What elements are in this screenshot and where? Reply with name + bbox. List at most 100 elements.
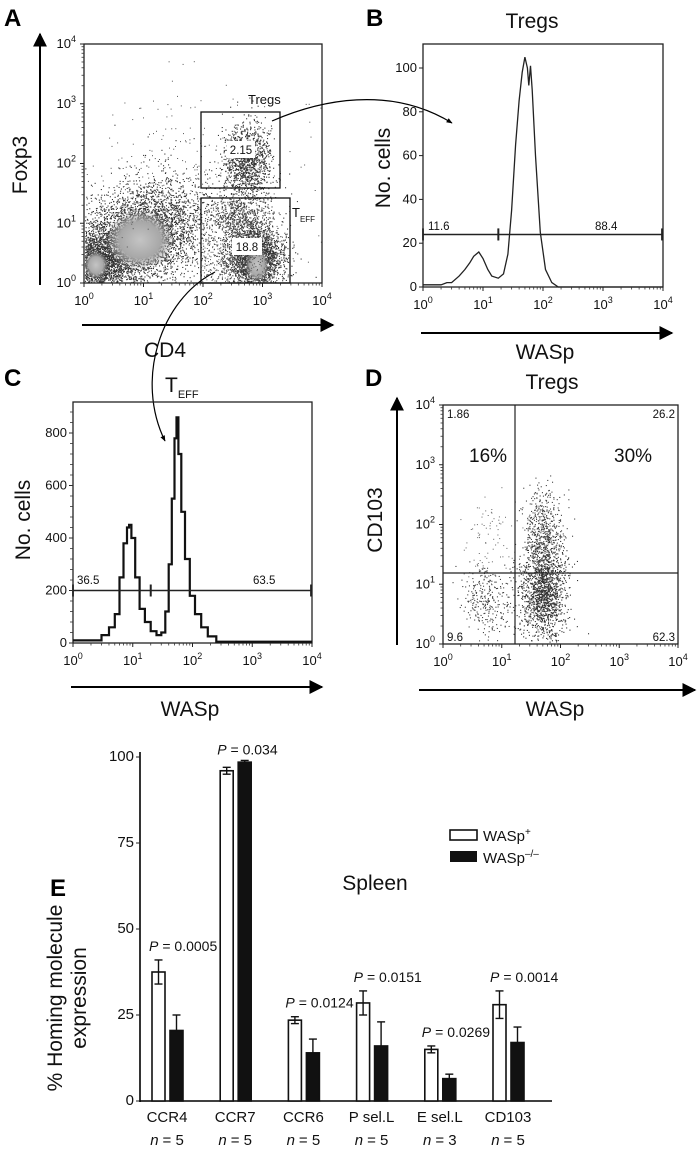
scatter-point <box>104 224 106 226</box>
scatter-point <box>181 256 183 258</box>
scatter-point <box>173 233 175 235</box>
scatter-point <box>180 262 182 264</box>
scatter-point <box>170 206 172 208</box>
scatter-point <box>168 164 170 166</box>
scatter-point <box>91 212 93 214</box>
scatter-point <box>203 194 205 196</box>
scatter-point <box>160 202 162 204</box>
scatter-point <box>168 202 170 204</box>
scatter-point <box>118 167 120 169</box>
scatter-point <box>193 224 195 226</box>
scatter-point <box>167 196 169 198</box>
scatter-point <box>122 274 124 276</box>
scatter-point <box>97 230 99 232</box>
scatter-point <box>192 218 194 220</box>
scatter-point <box>169 187 171 189</box>
scatter-point <box>109 212 111 214</box>
scatter-point <box>194 251 196 253</box>
scatter-point <box>178 199 180 201</box>
scatter-point <box>88 242 90 244</box>
scatter-point <box>166 220 168 222</box>
scatter-point <box>191 190 193 192</box>
scatter-point <box>115 215 117 217</box>
scatter-point <box>126 161 128 163</box>
scatter-point <box>184 200 186 202</box>
scatter-point <box>116 203 118 205</box>
scatter-point <box>211 192 213 194</box>
scatter-point <box>218 180 220 182</box>
scatter-point <box>90 236 92 238</box>
scatter-point <box>173 246 175 248</box>
scatter-point <box>133 281 135 283</box>
scatter-point <box>153 184 155 186</box>
scatter-point <box>85 236 87 238</box>
scatter-point <box>162 209 164 211</box>
scatter-point <box>170 273 172 275</box>
scatter-point <box>182 238 184 240</box>
scatter-point <box>108 259 110 261</box>
scatter-point <box>175 180 177 182</box>
scatter-point <box>103 209 105 211</box>
scatter-point <box>169 193 171 195</box>
scatter-point <box>153 178 155 180</box>
scatter-point <box>171 223 173 225</box>
scatter-point <box>100 205 102 207</box>
scatter-point <box>93 224 95 226</box>
scatter-point <box>93 231 95 233</box>
scatter-point <box>146 192 148 194</box>
scatter-point <box>185 207 187 209</box>
scatter-point <box>192 205 194 207</box>
scatter-point <box>165 214 167 216</box>
scatter-point <box>153 195 155 197</box>
scatter-point <box>158 275 160 277</box>
scatter-point <box>158 201 160 203</box>
scatter-point <box>176 254 178 256</box>
scatter-point <box>175 248 177 250</box>
scatter-point <box>98 226 100 228</box>
scatter-point <box>123 175 125 177</box>
scatter-point <box>135 277 137 279</box>
scatter-point <box>94 235 96 237</box>
scatter-point <box>172 175 174 177</box>
scatter-point <box>108 214 110 216</box>
scatter-point <box>176 180 178 182</box>
scatter-point <box>123 205 125 207</box>
scatter-point <box>162 264 164 266</box>
scatter-point <box>145 194 147 196</box>
scatter-point <box>178 201 180 203</box>
scatter-point <box>103 240 105 242</box>
scatter-point <box>107 271 109 273</box>
scatter-point <box>107 205 109 207</box>
scatter-point <box>183 190 185 192</box>
scatter-point <box>184 220 186 222</box>
scatter-point <box>183 241 185 243</box>
scatter-point <box>123 199 125 201</box>
scatter-point <box>148 182 150 184</box>
scatter-point <box>91 230 93 232</box>
scatter-point <box>88 250 90 252</box>
scatter-point <box>179 216 181 218</box>
scatter-point <box>157 195 159 197</box>
scatter-point <box>106 212 108 214</box>
scatter-point <box>113 216 115 218</box>
scatter-point <box>173 254 175 256</box>
scatter-point <box>112 193 114 195</box>
scatter-point <box>94 217 96 219</box>
scatter-point <box>100 215 102 217</box>
scatter-point <box>165 216 167 218</box>
scatter-point <box>168 206 170 208</box>
scatter-point <box>158 191 160 193</box>
scatter-point <box>187 224 189 226</box>
scatter-point <box>141 203 143 205</box>
scatter-point <box>105 233 107 235</box>
scatter-point <box>90 249 92 251</box>
scatter-point <box>153 199 155 201</box>
scatter-point <box>113 214 115 216</box>
scatter-point <box>191 270 193 272</box>
scatter-point <box>163 195 165 197</box>
scatter-point <box>93 243 95 245</box>
scatter-point <box>225 226 227 228</box>
scatter-point <box>155 194 157 196</box>
scatter-point <box>140 184 142 186</box>
scatter-point <box>91 222 93 224</box>
